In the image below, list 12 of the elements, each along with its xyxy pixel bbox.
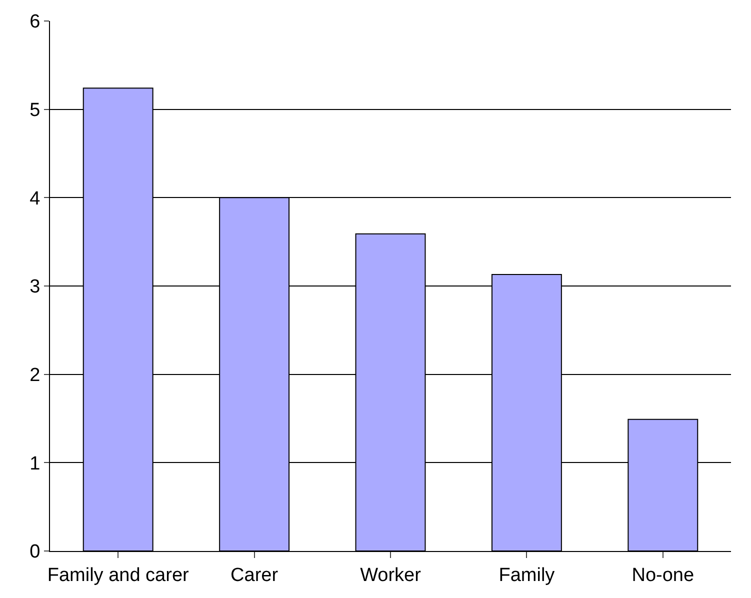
x-tick-label: Family and carer	[47, 564, 190, 586]
y-tick-label: 2	[30, 364, 40, 386]
y-tick-label: 1	[30, 453, 40, 474]
x-tick-label: No-one	[632, 564, 694, 586]
y-tick-label: 6	[30, 12, 40, 33]
y-tick-label: 5	[30, 100, 40, 121]
y-tick-label: 0	[30, 542, 40, 563]
x-tick-label: Worker	[360, 564, 422, 586]
y-tick-label: 4	[30, 188, 41, 210]
y-tick-label: 3	[30, 276, 40, 298]
x-tick-label: Family	[498, 564, 556, 586]
x-tick-label: Carer	[230, 564, 279, 586]
